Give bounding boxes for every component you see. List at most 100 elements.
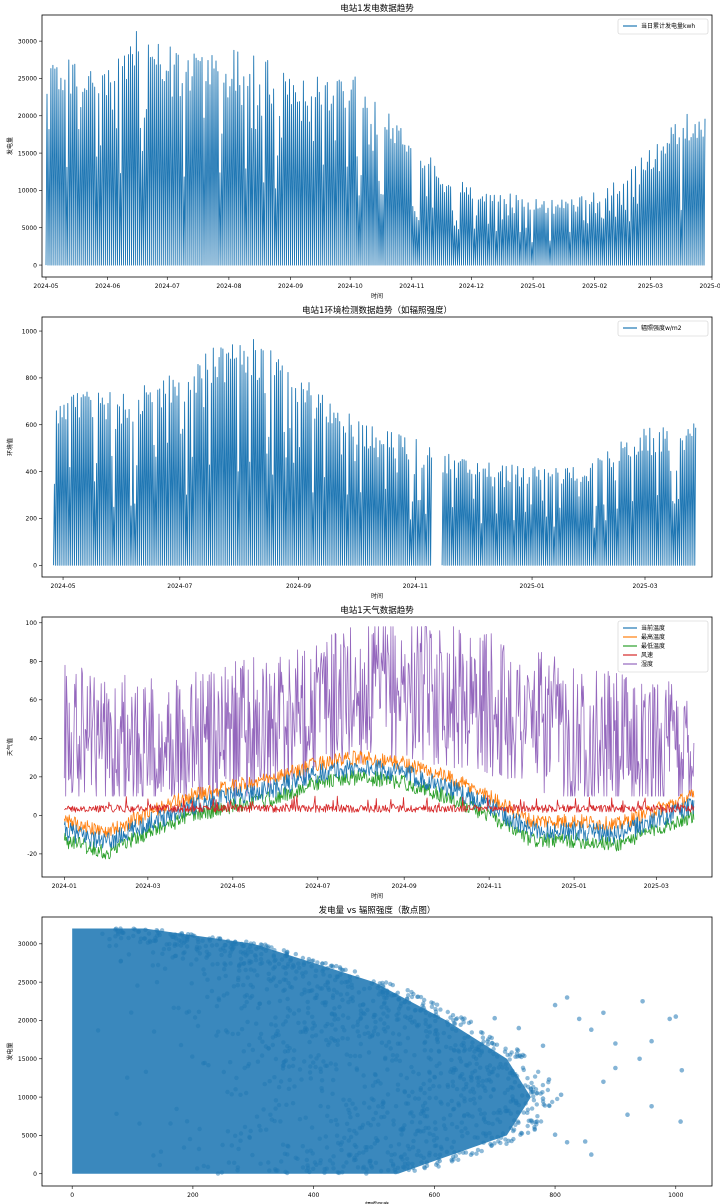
series-line-2 (63, 769, 695, 860)
scatter-point (114, 926, 119, 931)
scatter-point (293, 951, 298, 957)
scatter-point (331, 1077, 336, 1083)
scatter-point (436, 1048, 441, 1054)
scatter-point (236, 977, 241, 983)
scatter-point (273, 957, 278, 963)
scatter-point (385, 1092, 391, 1097)
scatter-point (423, 1018, 428, 1023)
scatter-point (242, 1065, 247, 1071)
scatter-point (291, 1056, 296, 1062)
x-tick-label: 1000 (668, 1192, 683, 1199)
scatter-point (613, 1065, 618, 1071)
scatter-point (297, 1117, 303, 1122)
x-tick-label: 2025-01 (521, 283, 546, 290)
scatter-point (348, 1134, 354, 1140)
scatter-point (432, 1031, 438, 1037)
scatter-point (469, 1030, 474, 1035)
scatter-point (189, 981, 194, 986)
scatter-point (428, 1048, 434, 1053)
scatter-point (355, 1022, 360, 1028)
y-tick-label: 400 (26, 469, 38, 476)
scatter-point (206, 1063, 211, 1068)
scatter-point (445, 1022, 451, 1028)
scatter-point (445, 1102, 451, 1107)
scatter-point (406, 1006, 411, 1011)
scatter-point (286, 1086, 292, 1092)
scatter-point (308, 1148, 313, 1153)
scatter-point (358, 1041, 363, 1047)
scatter-point (325, 966, 330, 971)
scatter-point (129, 1010, 134, 1015)
scatter-point (356, 1033, 362, 1039)
scatter-point (281, 965, 286, 970)
scatter-point (534, 1102, 539, 1107)
scatter-point (418, 1120, 423, 1125)
scatter-point (258, 1031, 264, 1037)
scatter-point (422, 1090, 427, 1096)
scatter-point (344, 1160, 349, 1165)
scatter-point (276, 1102, 282, 1108)
scatter-point (266, 977, 271, 982)
scatter-point (418, 1008, 424, 1013)
scatter-point (294, 969, 299, 974)
scatter-point (407, 1147, 412, 1152)
scatter-point (427, 1150, 432, 1156)
scatter-point (335, 1042, 340, 1048)
scatter-point (279, 1159, 284, 1164)
scatter-point (230, 1031, 235, 1037)
scatter-point (376, 1122, 381, 1127)
scatter-point (323, 1063, 328, 1068)
scatter-point (380, 992, 386, 997)
scatter-point (162, 966, 168, 971)
legend-entry: 当前温度 (641, 624, 665, 632)
scatter-point (306, 981, 312, 986)
scatter-point (468, 1074, 474, 1079)
scatter-point (459, 1015, 464, 1020)
scatter-point (475, 1147, 481, 1153)
scatter-point (244, 939, 249, 944)
scatter-point (637, 1056, 642, 1062)
scatter-point (261, 1107, 266, 1112)
scatter-point (432, 1074, 437, 1080)
scatter-point (396, 997, 401, 1002)
scatter-point (437, 1084, 442, 1089)
scatter-point (321, 967, 326, 972)
scatter-point (398, 1155, 404, 1160)
x-tick-label: 2024-07 (155, 283, 180, 290)
scatter-point (517, 1083, 522, 1089)
legend-box (617, 620, 709, 673)
scatter-point (536, 1069, 541, 1075)
scatter-point (456, 1103, 462, 1108)
scatter-point (422, 1048, 427, 1053)
scatter-point (287, 1008, 293, 1013)
scatter-point (461, 1113, 467, 1119)
scatter-point (427, 1078, 432, 1083)
scatter-point (502, 1090, 508, 1096)
scatter-point (472, 1101, 477, 1106)
scatter-point (376, 992, 381, 997)
scatter-point (379, 1115, 384, 1120)
scatter-point (431, 1001, 436, 1006)
scatter-point (258, 942, 264, 947)
scatter-point (414, 1022, 419, 1027)
x-tick-label: 800 (549, 1192, 561, 1199)
scatter-point (303, 970, 308, 975)
scatter-point (297, 1067, 303, 1072)
scatter-point (402, 1025, 407, 1030)
scatter-point (525, 1076, 530, 1081)
scatter-point (491, 1051, 496, 1057)
scatter-point (504, 1108, 510, 1114)
scatter-point (364, 1171, 369, 1176)
scatter-point (287, 1077, 292, 1083)
legend-entry: 最高温度 (641, 633, 665, 641)
scatter-point (220, 946, 226, 951)
series-line-1 (63, 750, 695, 839)
scatter-point (468, 1019, 474, 1024)
scatter-point (205, 1164, 211, 1170)
scatter-point (521, 1110, 526, 1115)
scatter-point (529, 1080, 534, 1086)
scatter-point (214, 1033, 219, 1038)
scatter-point (503, 1105, 508, 1110)
scatter-point (411, 1114, 416, 1119)
scatter-point (472, 1068, 478, 1074)
